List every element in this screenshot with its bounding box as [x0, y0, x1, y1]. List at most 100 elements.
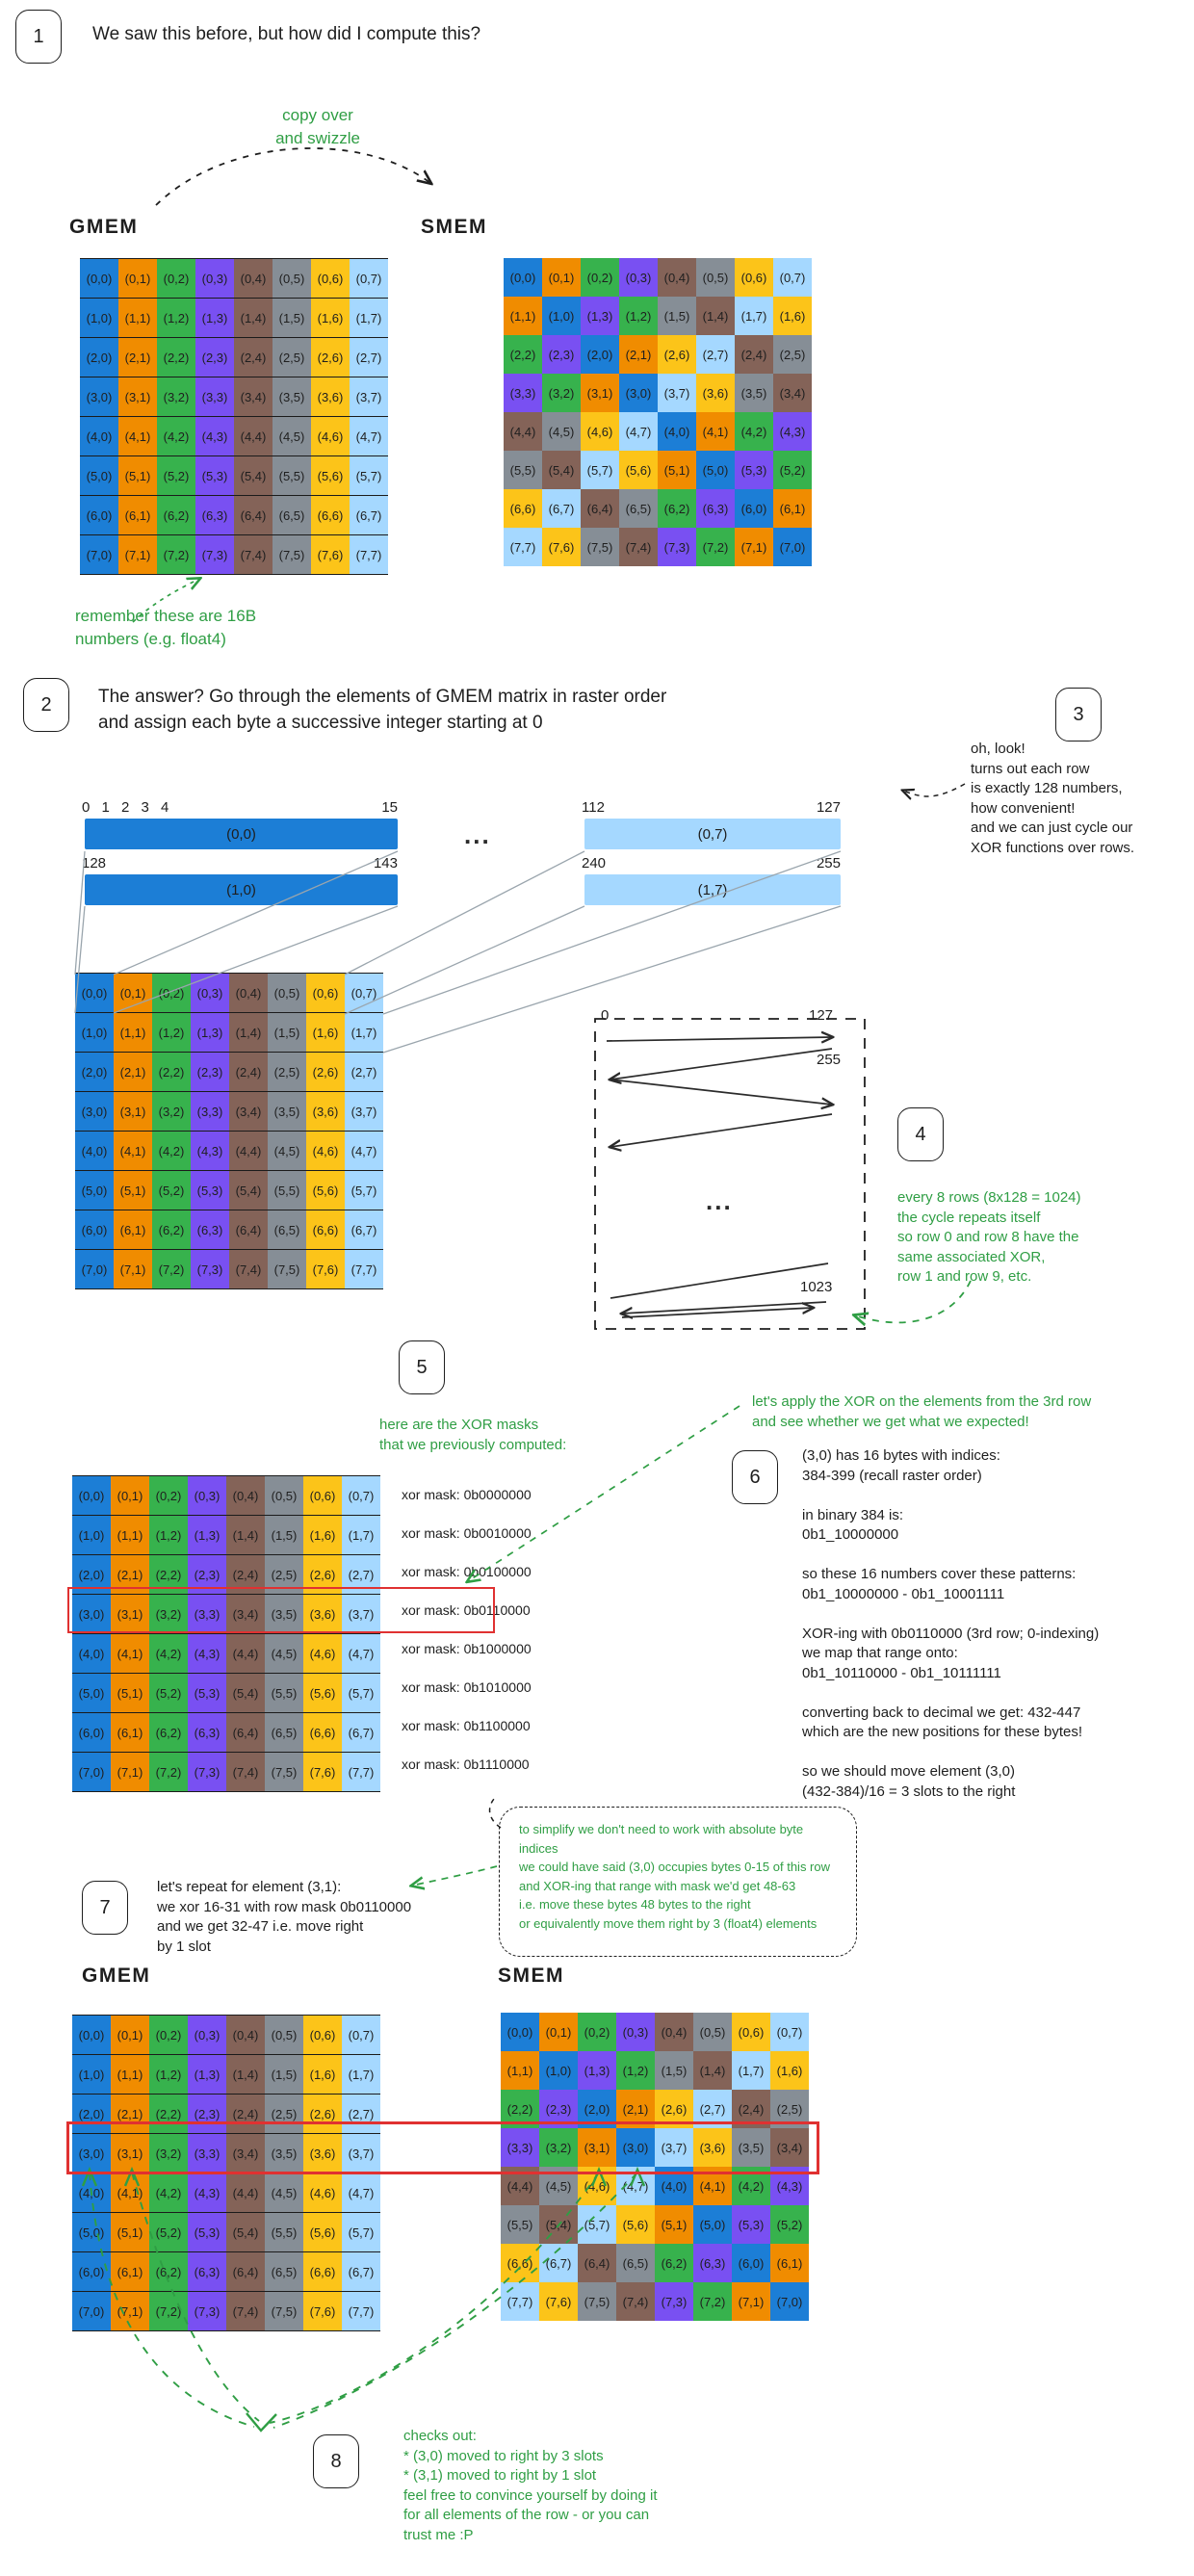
matrix-cell: (1,3)	[581, 297, 619, 335]
matrix-cell: (6,7)	[342, 2252, 380, 2291]
matrix-cell: (2,4)	[735, 335, 773, 374]
gmem-top-matrix: (0,0) (0,1) (0,2) (0,3) (0,4) (0,5) (0,6) (0,7)…	[80, 258, 388, 575]
matrix-row: (6,0) (6,1) (6,2) (6,3) (6,4) (6,5) (6,6) (6,7)	[72, 2252, 380, 2292]
matrix-cell: (2,4)	[732, 2090, 770, 2128]
byte-range-start-tick: 240	[582, 855, 607, 872]
matrix-cell: (2,6)	[303, 2095, 342, 2133]
matrix-cell: (4,5)	[268, 1132, 306, 1170]
matrix-cell: (7,2)	[149, 1753, 188, 1791]
matrix-cell: (5,3)	[191, 1171, 229, 1210]
matrix-cell: (1,3)	[188, 2055, 226, 2094]
matrix-cell: (1,6)	[770, 2051, 809, 2090]
gmem-bottom-matrix: (0,0) (0,1) (0,2) (0,3) (0,4) (0,5) (0,6) (0,7)…	[72, 2015, 380, 2331]
matrix-cell: (5,2)	[773, 451, 812, 489]
matrix-cell: (5,4)	[234, 456, 273, 495]
matrix-cell: (6,5)	[265, 1713, 303, 1752]
zigzag-1023-label: 1023	[800, 1279, 833, 1295]
matrix-cell: (6,7)	[350, 496, 388, 534]
matrix-cell: (6,6)	[501, 2244, 539, 2282]
matrix-cell: (1,1)	[114, 1013, 152, 1052]
matrix-row: (7,0) (7,1) (7,2) (7,3) (7,4) (7,5) (7,6) (7,7)	[80, 535, 388, 575]
matrix-cell: (0,7)	[770, 2013, 809, 2051]
matrix-row: (3,3) (3,2) (3,1) (3,0) (3,7) (3,6) (3,5) (3,4)	[501, 2128, 809, 2167]
matrix-cell: (3,5)	[735, 374, 773, 412]
matrix-row: (7,0) (7,1) (7,2) (7,3) (7,4) (7,5) (7,6) (7,7)	[72, 2292, 380, 2331]
matrix-cell: (4,4)	[229, 1132, 268, 1170]
matrix-cell: (7,1)	[114, 1250, 152, 1288]
matrix-cell: (6,2)	[152, 1210, 191, 1249]
matrix-cell: (6,3)	[693, 2244, 732, 2282]
matrix-row: (3,0) (3,1) (3,2) (3,3) (3,4) (3,5) (3,6) (3,7)	[72, 1595, 380, 1634]
matrix-cell: (7,2)	[157, 535, 195, 574]
smem-bottom-label: SMEM	[498, 1965, 564, 1987]
matrix-cell: (0,1)	[114, 974, 152, 1012]
gmem-middle-matrix: (0,0) (0,1) (0,2) (0,3) (0,4) (0,5) (0,6) (0,7)…	[75, 973, 383, 1289]
matrix-cell: (1,5)	[273, 299, 311, 337]
matrix-cell: (0,5)	[273, 259, 311, 298]
matrix-cell: (3,0)	[80, 377, 118, 416]
remember-16b-note: remember these are 16B numbers (e.g. flo…	[75, 607, 257, 648]
matrix-row: (4,4) (4,5) (4,6) (4,7) (4,0) (4,1) (4,2) (4,3)	[504, 412, 812, 451]
matrix-row: (7,0) (7,1) (7,2) (7,3) (7,4) (7,5) (7,6) (7,7)	[75, 1250, 383, 1289]
matrix-cell: (2,0)	[75, 1053, 114, 1091]
matrix-cell: (3,5)	[273, 377, 311, 416]
matrix-cell: (6,4)	[226, 1713, 265, 1752]
matrix-cell: (2,0)	[80, 338, 118, 377]
matrix-cell: (5,1)	[655, 2205, 693, 2244]
matrix-cell: (7,7)	[345, 1250, 383, 1288]
matrix-cell: (6,3)	[188, 2252, 226, 2291]
matrix-cell: (6,1)	[111, 1713, 149, 1752]
xor-mask-label: xor mask: 0b1100000	[402, 1718, 531, 1733]
matrix-cell: (6,6)	[311, 496, 350, 534]
matrix-row: (0,0) (0,1) (0,2) (0,3) (0,4) (0,5) (0,6) (0,7)	[75, 973, 383, 1013]
matrix-cell: (0,6)	[732, 2013, 770, 2051]
matrix-cell: (4,3)	[188, 1634, 226, 1673]
matrix-cell: (7,7)	[342, 1753, 380, 1791]
matrix-cell: (7,6)	[311, 535, 350, 574]
matrix-cell: (7,4)	[619, 528, 658, 566]
step6-body-text: (3,0) has 16 bytes with indices: 384-399…	[802, 1447, 1100, 1800]
matrix-cell: (5,3)	[195, 456, 234, 495]
matrix-cell: (6,1)	[114, 1210, 152, 1249]
matrix-cell: (5,6)	[306, 1171, 345, 1210]
matrix-cell: (1,0)	[539, 2051, 578, 2090]
matrix-cell: (1,5)	[655, 2051, 693, 2090]
matrix-cell: (6,3)	[195, 496, 234, 534]
byte-range-bar: (1,7)	[584, 874, 841, 905]
matrix-cell: (0,0)	[501, 2013, 539, 2051]
matrix-cell: (3,4)	[226, 2134, 265, 2173]
xor-mask-label: xor mask: 0b1000000	[402, 1641, 532, 1656]
matrix-cell: (0,7)	[342, 2016, 380, 2054]
matrix-cell: (4,7)	[619, 412, 658, 451]
matrix-cell: (4,1)	[696, 412, 735, 451]
matrix-cell: (7,5)	[268, 1250, 306, 1288]
matrix-cell: (1,7)	[342, 2055, 380, 2094]
matrix-cell: (1,6)	[303, 1516, 342, 1554]
matrix-cell: (2,6)	[658, 335, 696, 374]
matrix-cell: (4,6)	[311, 417, 350, 455]
matrix-cell: (4,5)	[265, 1634, 303, 1673]
matrix-cell: (3,2)	[542, 374, 581, 412]
matrix-cell: (2,7)	[693, 2090, 732, 2128]
matrix-cell: (4,7)	[342, 1634, 380, 1673]
copy-swizzle-arrow	[155, 147, 430, 206]
step4-cycle-arrow	[855, 1280, 972, 1322]
matrix-cell: (4,7)	[350, 417, 388, 455]
zigzag-ellipsis: ...	[706, 1186, 733, 1215]
matrix-cell: (5,6)	[311, 456, 350, 495]
matrix-cell: (6,1)	[770, 2244, 809, 2282]
matrix-cell: (0,4)	[226, 2016, 265, 2054]
matrix-cell: (0,4)	[229, 974, 268, 1012]
matrix-cell: (7,3)	[188, 1753, 226, 1791]
matrix-cell: (3,1)	[111, 2134, 149, 2173]
matrix-cell: (3,0)	[619, 374, 658, 412]
matrix-cell: (0,5)	[696, 258, 735, 297]
matrix-cell: (5,1)	[658, 451, 696, 489]
matrix-cell: (0,0)	[72, 1476, 111, 1515]
matrix-cell: (4,5)	[265, 2173, 303, 2212]
matrix-cell: (4,3)	[188, 2173, 226, 2212]
matrix-cell: (6,5)	[616, 2244, 655, 2282]
matrix-cell: (7,0)	[72, 1753, 111, 1791]
matrix-cell: (1,2)	[149, 1516, 188, 1554]
